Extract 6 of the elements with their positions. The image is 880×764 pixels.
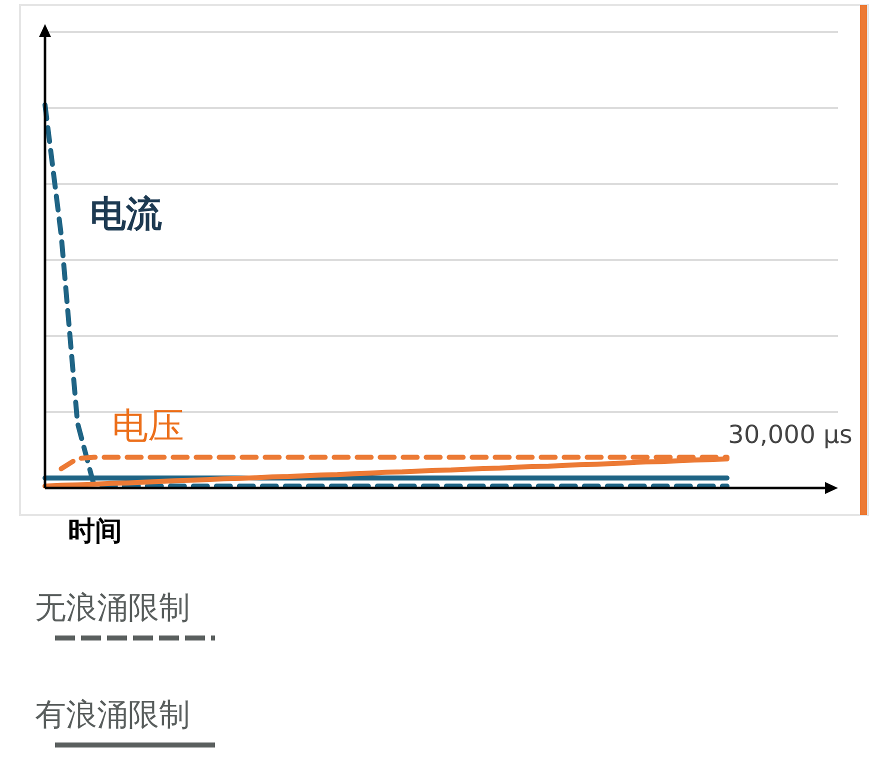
x-axis-title: 时间: [68, 516, 122, 547]
annotation: 电压: [112, 406, 184, 447]
text: 有浪涌限制: [35, 697, 190, 733]
annotation: 30,000 µs: [728, 420, 852, 449]
text: 无浪涌限制: [35, 590, 190, 626]
annotation: 电流: [90, 194, 162, 235]
